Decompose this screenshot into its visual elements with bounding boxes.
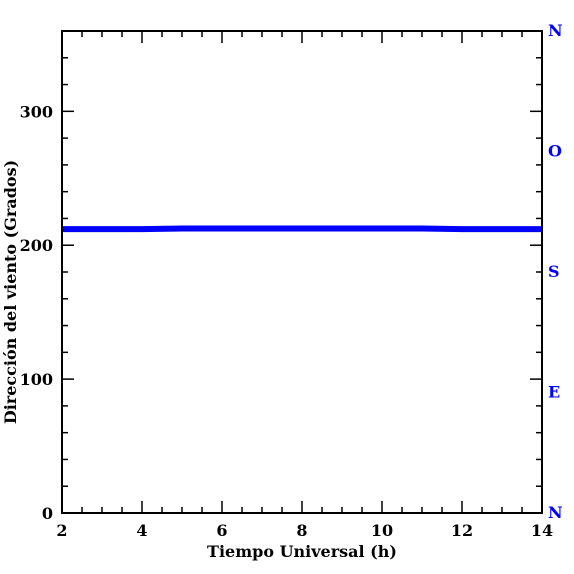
series-layer — [62, 225, 542, 233]
compass-label: N — [548, 503, 563, 522]
y-axis-title: Dirección del viento (Grados) — [1, 160, 20, 424]
compass-labels: N E S O N — [548, 21, 563, 522]
x-tick-label: 14 — [531, 521, 553, 540]
plot-frame — [61, 30, 543, 514]
x-tick-label: 10 — [371, 521, 393, 540]
compass-label: E — [548, 383, 560, 402]
axis-ticks — [61, 30, 543, 514]
y-tick-label: 0 — [42, 504, 53, 523]
compass-label: N — [548, 21, 563, 40]
compass-label: O — [548, 142, 562, 161]
x-axis-title: Tiempo Universal (h) — [207, 542, 397, 561]
y-tick-label: 100 — [20, 370, 53, 389]
x-tick-label: 12 — [451, 521, 473, 540]
x-tick-label: 6 — [216, 521, 227, 540]
x-tick-label: 8 — [296, 521, 307, 540]
x-tick-label: 2 — [56, 521, 67, 540]
y-tick-label: 300 — [20, 102, 53, 121]
y-tick-label: 200 — [20, 236, 53, 255]
compass-label: S — [548, 262, 560, 281]
x-tick-label: 4 — [136, 521, 147, 540]
tick-labels: 2 4 6 8 10 12 14 0 100 200 300 — [20, 102, 554, 540]
series-line — [62, 225, 542, 233]
